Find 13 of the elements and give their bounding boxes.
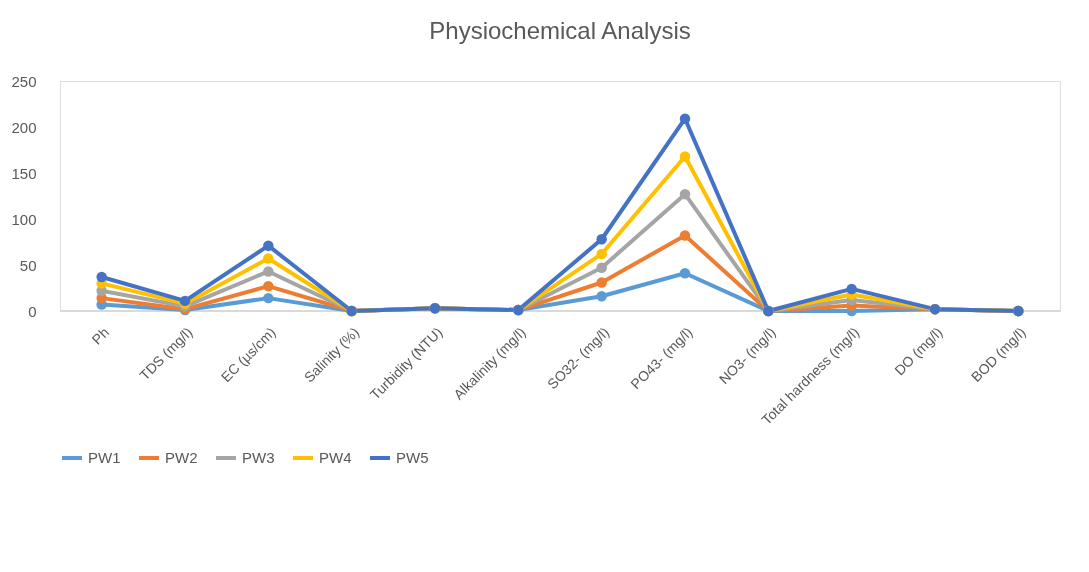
legend-label: PW2 xyxy=(165,449,198,466)
y-tick-label: 0 xyxy=(28,302,37,320)
chart-title: Physiochemical Analysis xyxy=(429,17,691,44)
legend-label: PW1 xyxy=(88,449,121,466)
legend-label: PW5 xyxy=(396,449,429,466)
y-tick-label: 50 xyxy=(19,256,37,274)
y-tick-label: 200 xyxy=(11,118,37,136)
y-tick-label: 250 xyxy=(11,72,37,90)
y-tick-label: 100 xyxy=(11,210,37,228)
y-tick-label: 150 xyxy=(11,164,37,182)
x-tick-label: Ph xyxy=(88,324,113,348)
legend-label: PW4 xyxy=(319,449,352,466)
legend-label: PW3 xyxy=(242,449,275,466)
